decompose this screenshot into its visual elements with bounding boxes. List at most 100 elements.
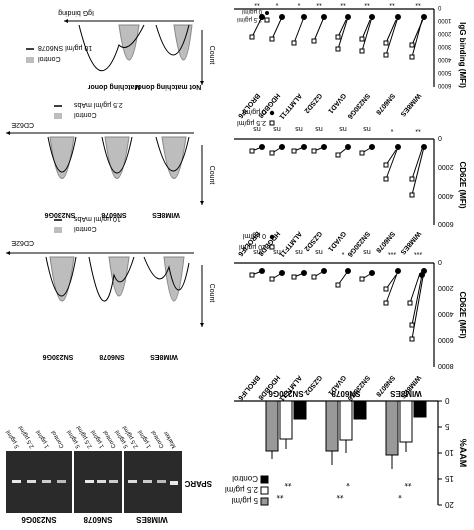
cell-line-label: WIM8ES <box>399 92 422 118</box>
axis-label: IgG binding <box>58 9 94 16</box>
tick-label: 1000 <box>437 17 451 23</box>
cell-line-label: SN230G6 <box>346 92 371 120</box>
sig-mark: *** <box>388 248 396 255</box>
sig-mark: ** <box>415 125 421 132</box>
legend-label: 10 µg/ml mAbs <box>74 215 121 222</box>
panel-a-bar-chart: %AAM 0 5 10 15 20 <box>225 389 468 509</box>
panel-c-legend: 10 µg/ml 0 µg/ml <box>239 232 275 250</box>
legend-label: Control <box>38 55 61 62</box>
sig-mark: ns <box>315 125 323 132</box>
sample-label: Not matching donor <box>134 83 201 90</box>
bar-control <box>293 400 307 420</box>
panel-a-bars <box>265 400 427 469</box>
panel-d-paired-plot: CD62E (MFI) 0 2000 4000 6000 ** * <box>234 108 467 258</box>
panel-a-group-labels: WIM8ES SN6078 SN230G6 <box>268 389 422 398</box>
sig-mark: ** <box>415 0 421 6</box>
sig-mark: ns <box>363 125 371 132</box>
sample-label: SN6078 <box>101 211 126 218</box>
sig-mark: * <box>275 0 278 6</box>
group-label: WIM8ES <box>390 389 422 398</box>
hist-3-legend: Control 10 µg/ml SN6078 <box>26 44 92 63</box>
tick-label: 3000 <box>437 43 451 49</box>
lane-label: 5 µg/ml <box>6 429 21 449</box>
legend-label: Control <box>74 225 97 232</box>
panel-e-paired-plot: IgG binding (MFI) 0 1000 2000 3000 4000 … <box>234 0 467 120</box>
sample-label: Matching donor <box>87 83 140 90</box>
sig-mark: ** <box>316 0 322 6</box>
histogram-row-3: Count Not matching donor Matching donor … <box>26 9 215 90</box>
group-label: SN6078 <box>83 515 112 524</box>
sample-label: WIM8ES <box>150 353 178 360</box>
lane-label: 2.5 µg/ml <box>18 425 36 449</box>
panel-d-ylabel: CD62E (MFI) <box>458 161 467 208</box>
hist-2-legend: Control 2.5 µg/ml mAbs <box>54 101 123 119</box>
tick-label: 4000 <box>437 56 451 62</box>
gel-label: SPARC <box>184 479 212 488</box>
legend-label: 0 µg/ml <box>242 8 262 14</box>
bar-2-5 <box>339 400 353 441</box>
hist-1b: SN6078 <box>88 256 135 360</box>
tick-label: 0 <box>438 258 442 265</box>
tick-label: 2000 <box>438 163 454 170</box>
sig-mark: ns <box>315 248 323 255</box>
bar-2-5 <box>279 400 293 440</box>
axis-label: CD62E <box>11 239 34 246</box>
panel-e-pairs <box>249 14 427 60</box>
panel-a-legend: 5 µg/ml 2.5 µg/ml Control <box>225 474 269 506</box>
sample-label: SN230G6 <box>43 353 74 360</box>
tick-label: 6000 <box>438 220 454 227</box>
panel-a-tick-label: 10 <box>444 448 453 457</box>
panel-a-ticks: 0 5 10 15 20 <box>438 396 454 509</box>
sig-mark: ** <box>340 0 346 6</box>
panel-d-legend: 2.5 µg/ml 0 µg/ml <box>237 108 275 126</box>
tick-label: 2000 <box>438 284 454 291</box>
bar-control <box>413 400 427 418</box>
panel-e-legend: 2.5 µg/ml 0 µg/ml <box>237 8 270 23</box>
sig-mark: ns <box>253 125 261 132</box>
panel-a-tick-label: 15 <box>444 474 453 483</box>
legend-label: 0 µg/ml <box>242 108 266 115</box>
sig-mark: ns <box>295 248 303 255</box>
gel-lane-labels: Marker Control 1 µg/ml 2.5 µg/ml 5 µg/ml… <box>6 425 178 449</box>
panel-c-paired-plot: CD62E (MFI) 0 2000 4000 6000 8000 *** <box>234 232 467 402</box>
sig-mark: ** <box>284 478 292 488</box>
count-label: Count <box>208 166 215 185</box>
sample-label: SN230G6 <box>45 211 76 218</box>
sig-mark: ns <box>339 125 347 132</box>
legend-label: Control <box>232 474 258 483</box>
cell-line-label: GVAD1 <box>326 92 347 115</box>
tick-label: 0 <box>438 134 442 141</box>
legend-label: 2.5 µg/ml <box>237 16 262 22</box>
histogram-row-2: Count WIM8ES SN6078 SN230G6 CD62E <box>6 101 215 218</box>
sig-mark: ** <box>389 0 395 6</box>
cell-line-label: SN6078 <box>374 92 396 116</box>
tick-label: 5000 <box>437 69 451 75</box>
sample-label: SN6078 <box>99 353 124 360</box>
sig-mark: ** <box>276 490 284 500</box>
gel-bands <box>12 480 178 485</box>
cell-line-label: GZSD2 <box>302 92 322 114</box>
legend-label: 10 µg/ml <box>239 243 266 250</box>
legend-label: 2.5 µg/ml <box>237 119 266 126</box>
sig-mark: ns <box>295 125 303 132</box>
sample-label: WIM8ES <box>152 211 180 218</box>
sig-mark: ** <box>254 0 260 6</box>
sig-mark: * <box>297 0 300 6</box>
sig-mark: * <box>346 478 350 488</box>
panel-a-tick-label: 20 <box>444 500 453 509</box>
sig-mark: * <box>341 248 344 255</box>
histogram-row-1: Count WIM8ES SN6078 SN230G6 CD62E <box>6 215 215 360</box>
legend-label: 2.5 µg/ml <box>225 485 258 494</box>
group-label: SN230G6 <box>21 515 57 524</box>
legend-label: 10 µg/ml SN6078 <box>38 44 92 51</box>
panel-e-celllines: WIM8ES SN6078 SN230G6 GVAD1 GZSD2 ALMTF1… <box>236 92 422 120</box>
group-label: SN6078 <box>331 389 360 398</box>
tick-label: 2000 <box>437 30 451 36</box>
bar-control <box>353 400 367 420</box>
hist-2b: SN6078 <box>101 136 133 218</box>
group-label: SN230G6 <box>268 389 304 398</box>
lane-label: 1 µg/ml <box>36 429 51 449</box>
hist-3a: Not matching donor <box>134 24 201 90</box>
